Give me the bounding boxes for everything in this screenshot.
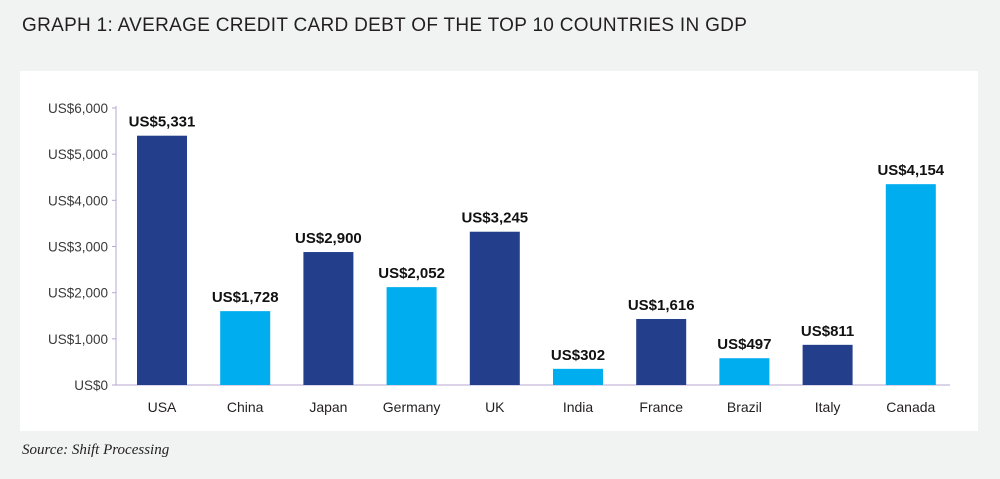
bar-japan <box>303 252 354 385</box>
value-label-japan: US$2,900 <box>295 230 362 247</box>
category-label-china: China <box>227 399 264 415</box>
value-labels: US$5,331 US$1,728 US$2,900 US$2,052 US$3,245… <box>129 114 945 364</box>
category-label-italy: Italy <box>815 399 841 415</box>
value-label-china: US$1,728 <box>212 289 279 306</box>
category-label-india: India <box>563 399 594 415</box>
category-label-brazil: Brazil <box>727 399 762 415</box>
category-label-usa: USA <box>148 399 177 415</box>
bar-canada <box>885 184 936 385</box>
value-label-uk: US$3,245 <box>461 210 528 227</box>
y-tick-label: US$5,000 <box>48 147 108 162</box>
bar-india <box>553 368 603 385</box>
value-label-france: US$1,616 <box>628 297 695 314</box>
category-label-france: France <box>639 399 683 415</box>
bar-germany <box>386 287 437 385</box>
y-tick-label: US$6,000 <box>48 101 108 116</box>
x-axis-labels: USA China Japan Germany UK India France Brazil I… <box>148 399 936 415</box>
category-label-japan: Japan <box>309 399 347 415</box>
category-label-uk: UK <box>485 399 505 415</box>
value-label-brazil: US$497 <box>717 336 771 353</box>
value-label-india: US$302 <box>551 347 605 364</box>
bars <box>137 135 936 385</box>
y-tick-label: US$3,000 <box>48 240 108 255</box>
bar-chart: US$0 US$1,000 US$2,000 US$3,000 US$4,000 US$5… <box>48 101 950 415</box>
bar-france <box>636 318 687 385</box>
category-label-germany: Germany <box>383 399 441 415</box>
value-label-usa: US$5,331 <box>129 114 196 131</box>
value-label-canada: US$4,154 <box>877 162 944 179</box>
y-tick-label: US$0 <box>74 378 108 393</box>
bar-brazil <box>719 358 770 385</box>
source-note: Source: Shift Processing <box>22 442 170 458</box>
value-label-italy: US$811 <box>801 323 854 340</box>
chart-panel: US$0 US$1,000 US$2,000 US$3,000 US$4,000 US$5… <box>20 71 978 431</box>
y-tick-label: US$1,000 <box>48 332 108 347</box>
bar-usa <box>137 135 187 385</box>
value-label-germany: US$2,052 <box>378 265 445 282</box>
bar-china <box>220 311 271 385</box>
y-tick-label: US$4,000 <box>48 193 108 208</box>
bar-uk <box>469 231 520 385</box>
y-tick-label: US$2,000 <box>48 286 108 301</box>
chart-title: GRAPH 1: AVERAGE CREDIT CARD DEBT OF THE… <box>22 15 748 36</box>
bar-italy <box>802 344 853 385</box>
category-label-canada: Canada <box>886 399 935 415</box>
